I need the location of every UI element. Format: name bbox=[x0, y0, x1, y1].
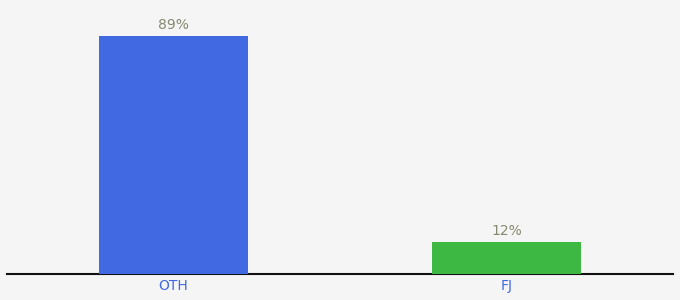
Text: 89%: 89% bbox=[158, 18, 189, 32]
Bar bbox=[99, 36, 248, 274]
Text: 12%: 12% bbox=[491, 224, 522, 238]
Bar bbox=[432, 242, 581, 274]
